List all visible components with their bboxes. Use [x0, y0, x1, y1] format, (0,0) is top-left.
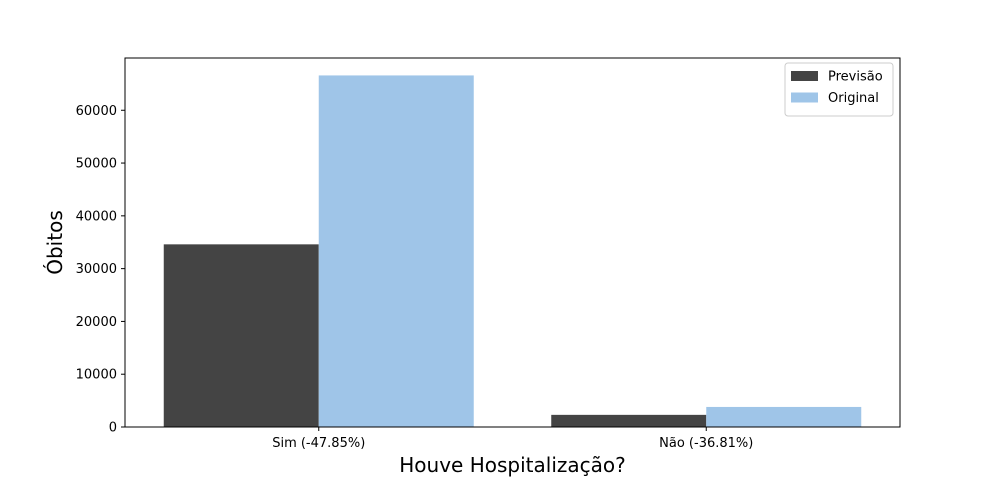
bar-0-1: [551, 414, 707, 427]
bar-1-1: [706, 406, 862, 427]
y-axis-title: Óbitos: [43, 210, 67, 275]
legend-label-0: Previsão: [828, 70, 883, 85]
y-tick-label: 10000: [76, 368, 117, 383]
y-tick-label: 30000: [76, 262, 117, 277]
x-axis-title: Houve Hospitalização?: [399, 453, 625, 477]
x-tick-label: Não (-36.81%): [659, 436, 753, 451]
plot-area-frame: [124, 57, 901, 428]
y-tick-label: 50000: [76, 157, 117, 172]
x-tick-label: Sim (-47.85%): [272, 436, 365, 451]
y-tick-label: 0: [109, 421, 117, 436]
bar-0-0: [163, 244, 319, 427]
bars-group: [163, 75, 862, 428]
legend-swatch-1: [791, 92, 818, 103]
legend: Previsão Original: [784, 62, 894, 117]
y-tick-label: 40000: [76, 209, 117, 224]
legend-label-1: Original: [828, 91, 879, 106]
x-axis: Sim (-47.85%) Não (-36.81%): [272, 427, 753, 451]
y-axis: 0 10000 20000 30000 40000 50000 60000: [76, 104, 125, 436]
legend-swatch-0: [791, 71, 818, 81]
bar-1-0: [318, 75, 474, 428]
y-tick-label: 20000: [76, 315, 117, 330]
y-tick-label: 60000: [76, 104, 117, 119]
